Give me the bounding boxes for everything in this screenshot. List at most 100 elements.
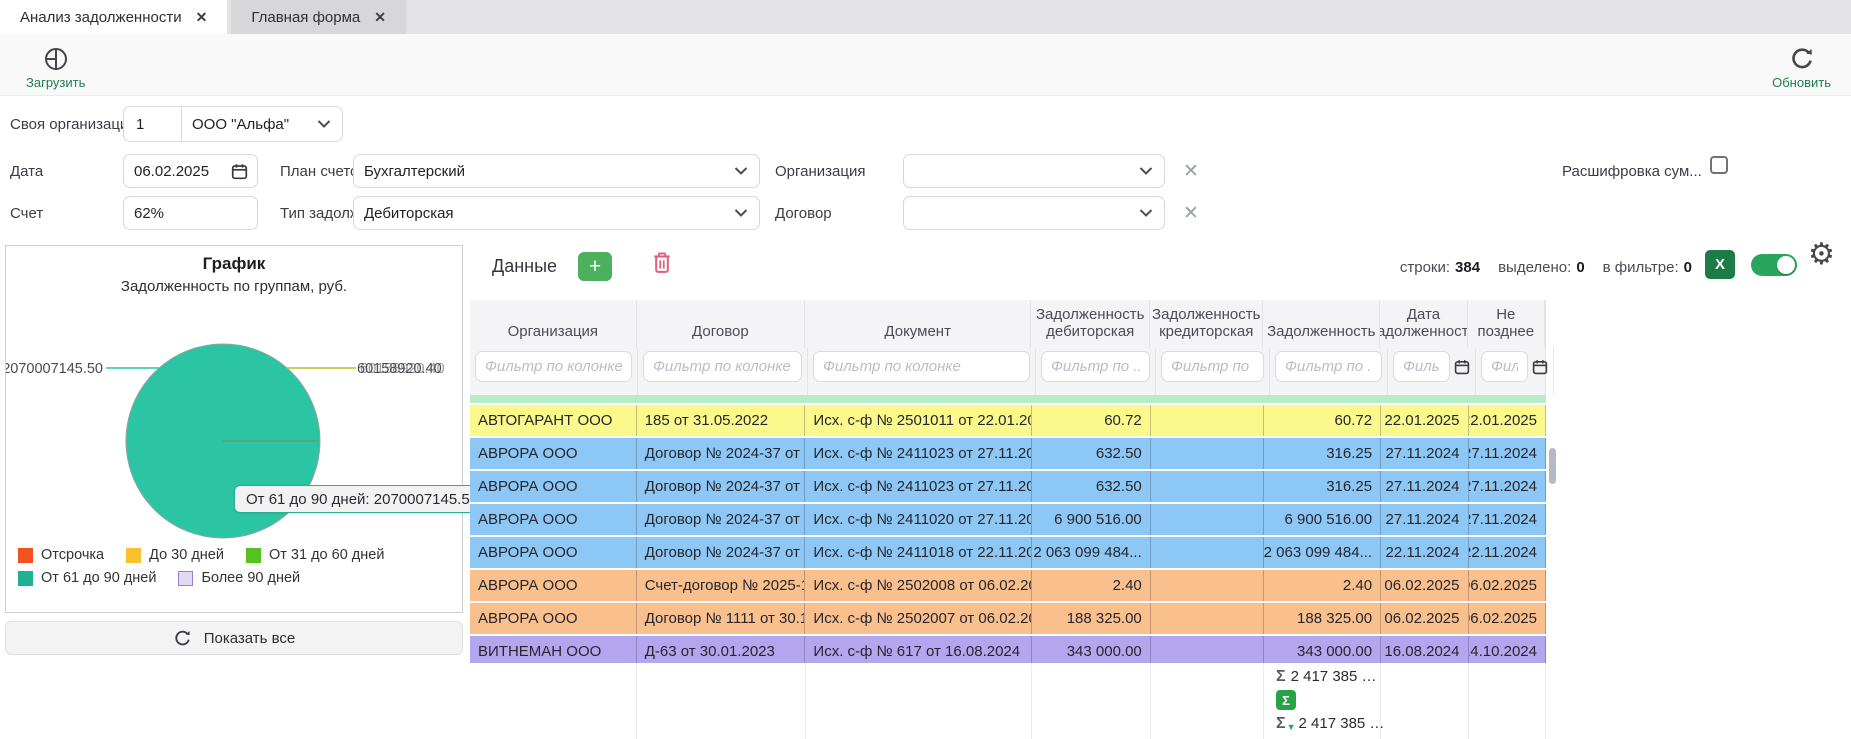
column-filter-input[interactable] xyxy=(813,351,1030,382)
debt-type-select[interactable]: Дебиторская xyxy=(353,196,760,230)
table-row[interactable]: ВИТНЕМАН ООО Д-63 от 30.01.2023 Исх. с-ф №… xyxy=(470,636,1546,663)
calendar-icon[interactable] xyxy=(231,163,248,180)
footer-cell xyxy=(637,663,806,739)
table-cell: Д-63 от 30.01.2023 xyxy=(637,636,806,663)
column-filter-input[interactable] xyxy=(1041,351,1150,382)
add-row-button[interactable]: + xyxy=(578,252,612,281)
delete-row-button[interactable] xyxy=(651,250,675,277)
column-filter-input[interactable] xyxy=(475,351,632,382)
refresh-icon xyxy=(175,630,190,645)
column-header[interactable]: Не позднее xyxy=(1468,300,1545,348)
legend-swatch xyxy=(18,547,33,563)
table-cell: 27.11.2024 xyxy=(1381,504,1469,535)
table-cell: АВРОРА ООО xyxy=(470,603,637,634)
table-row-clipped[interactable] xyxy=(470,395,1546,403)
vertical-scrollbar[interactable] xyxy=(1549,448,1556,484)
load-button[interactable]: Загрузить xyxy=(26,46,85,90)
color-mode-toggle[interactable] xyxy=(1751,254,1797,276)
chart-legend: Отсрочка До 30 дней От 31 до 60 дней От 61 … xyxy=(18,547,384,586)
table-cell: 06.02.2025 xyxy=(1381,570,1469,601)
filtered-count: в фильтре: 0 xyxy=(1602,259,1692,276)
rows-count: строки: 384 xyxy=(1399,259,1481,276)
table-cell: 14.10.2024 xyxy=(1469,636,1546,663)
column-header[interactable]: Договор xyxy=(637,300,806,348)
column-header[interactable]: Задолженность дебиторская xyxy=(1031,300,1151,348)
table-cell: 60.72 xyxy=(1032,405,1151,436)
own-org-select[interactable]: ООО "Альфа" xyxy=(192,115,290,133)
table-cell: 2.40 xyxy=(1264,570,1382,601)
legend-item: Более 90 дней xyxy=(178,570,300,586)
org-select[interactable] xyxy=(903,154,1165,188)
calendar-icon[interactable] xyxy=(1532,359,1548,375)
org-clear-button[interactable]: ✕ xyxy=(1183,160,1199,182)
chevron-down-icon xyxy=(1139,209,1153,217)
legend-item: От 31 до 60 дней xyxy=(245,547,384,563)
refresh-icon xyxy=(1791,48,1812,69)
own-org-combo[interactable]: 1 ООО "Альфа" xyxy=(123,106,343,142)
table-cell: 16.08.2024 xyxy=(1381,636,1469,663)
table-cell: 2.40 xyxy=(1032,570,1151,601)
column-header[interactable]: Организация xyxy=(470,300,637,348)
table-cell: АВРОРА ООО xyxy=(470,471,637,502)
account-field[interactable] xyxy=(124,197,257,229)
table-cell: АВРОРА ООО xyxy=(470,570,637,601)
table-cell: 27.11.2024 xyxy=(1469,504,1546,535)
tab-debt-analysis[interactable]: Анализ задолженности ✕ xyxy=(0,0,228,34)
column-header[interactable]: Документ xyxy=(805,300,1032,348)
table-cell: 6 900 516.00 xyxy=(1264,504,1382,535)
close-icon[interactable]: ✕ xyxy=(374,8,387,25)
gear-icon[interactable]: ⚙ xyxy=(1808,238,1835,271)
table-cell: 185 от 31.05.2022 xyxy=(637,405,806,436)
contract-select[interactable] xyxy=(903,196,1165,230)
breakdown-checkbox[interactable] xyxy=(1710,156,1728,174)
tab-main-form[interactable]: Главная форма ✕ xyxy=(231,0,407,34)
contract-clear-button[interactable]: ✕ xyxy=(1183,202,1199,224)
table-cell xyxy=(1151,438,1264,469)
plan-select[interactable]: Бухгалтерский xyxy=(353,154,760,188)
column-filter xyxy=(638,348,808,395)
load-pie-icon xyxy=(44,48,67,70)
column-filter xyxy=(1476,348,1554,395)
legend-label: До 30 дней xyxy=(149,547,224,563)
account-input[interactable] xyxy=(123,196,258,230)
column-filter-input[interactable] xyxy=(1161,351,1264,382)
own-org-code[interactable]: 1 xyxy=(124,107,182,141)
pie-left-label: 2070007145.50 xyxy=(6,361,103,377)
column-header[interactable]: Задолженность xyxy=(1263,300,1381,348)
calendar-icon[interactable] xyxy=(1454,359,1470,375)
column-header[interactable]: Дата задолженности xyxy=(1380,300,1468,348)
table-stats: строки: 384 выделено: 0 в фильтре: 0 xyxy=(1400,259,1692,276)
sigma-badge-button[interactable]: Σ xyxy=(1276,690,1296,710)
legend-label: Отсрочка xyxy=(41,547,105,563)
toolbar xyxy=(0,34,1851,96)
show-all-button[interactable]: Показать все xyxy=(5,621,463,655)
legend-swatch xyxy=(126,547,142,563)
column-filter-input[interactable] xyxy=(1393,351,1450,382)
column-filter-input[interactable] xyxy=(643,351,802,382)
export-excel-button[interactable]: X xyxy=(1705,250,1735,279)
date-field[interactable] xyxy=(124,155,231,187)
column-filter-input[interactable] xyxy=(1275,351,1382,382)
chevron-down-icon xyxy=(1139,167,1153,175)
tab-label: Главная форма xyxy=(251,8,361,26)
close-icon[interactable]: ✕ xyxy=(195,8,208,25)
org-label: Организация xyxy=(775,163,866,180)
chart-subtitle: Задолженность по группам, руб. xyxy=(120,278,348,295)
column-header[interactable]: Задолженность кредиторская xyxy=(1150,300,1264,348)
table-row[interactable]: АВРОРА ООО Договор № 1111 от 30.1... Исх. … xyxy=(470,603,1546,634)
refresh-button[interactable]: Обновить xyxy=(1772,46,1831,90)
date-input[interactable] xyxy=(123,154,258,188)
table-cell: АВРОРА ООО xyxy=(470,537,637,568)
footer-cell xyxy=(1469,663,1546,739)
table-cell xyxy=(1151,504,1264,535)
table-row[interactable]: АВТОГАРАНТ ООО 185 от 31.05.2022 Исх. с-ф … xyxy=(470,405,1546,436)
legend-item: Отсрочка xyxy=(18,547,104,563)
column-filter-input[interactable] xyxy=(1481,351,1528,382)
